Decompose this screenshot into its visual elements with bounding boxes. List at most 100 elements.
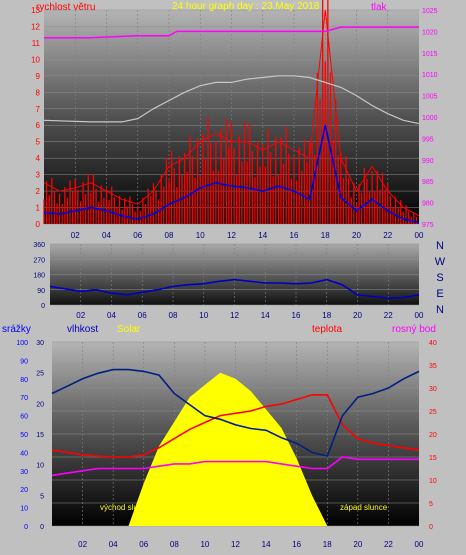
x-tick-label: 14 <box>261 311 270 320</box>
x-tick-label: 18 <box>322 311 331 320</box>
tick-labels: 0 90 180 270 360 02 04 06 08 10 12 14 16 18 20 22 00 <box>33 242 424 320</box>
series-layer <box>49 278 420 300</box>
direction-letters: N W S E N <box>435 240 446 316</box>
wind-direction-panel: 0 90 180 270 360 02 04 06 08 10 12 14 16 18 20 22 00 N W… <box>33 240 445 320</box>
solar-area <box>128 372 328 526</box>
y-left-tick-label: 4 <box>36 154 41 163</box>
y-humidity-tick-label: 20 <box>36 401 44 408</box>
y-right-tick-label: 990 <box>422 158 434 165</box>
y-humidity-tick-label: 10 <box>36 463 44 470</box>
temperature-humidity-panel: 0510152025303540010203040506070809010005… <box>2 324 437 549</box>
y-left-tick-label: 9 <box>36 72 41 81</box>
series-layer <box>51 368 420 526</box>
y-temp-tick-label: 25 <box>429 409 437 416</box>
pressure-line <box>44 26 419 39</box>
tick-labels: 0123456789101112139759809859909951000100… <box>31 6 438 240</box>
y-humidity-tick-label: 5 <box>40 493 44 500</box>
y-right-tick-label: 1000 <box>422 115 438 122</box>
y-left-tick-label: 5 <box>36 138 41 147</box>
x-tick-label: 12 <box>230 311 239 320</box>
y-tick-label: 270 <box>33 257 45 264</box>
series-layer <box>43 0 420 224</box>
sunrise-label: východ slunce <box>100 503 151 512</box>
x-tick-label: 16 <box>292 540 301 549</box>
wind-gust-line <box>43 9 420 217</box>
x-tick-label: 22 <box>383 231 392 240</box>
y-humidity-tick-label: 0 <box>40 524 44 531</box>
dir-letter-s: S <box>436 272 443 284</box>
y-right-tick-label: 1005 <box>422 94 438 101</box>
x-tick-label: 18 <box>323 540 332 549</box>
y-precip-tick-label: 10 <box>20 506 28 513</box>
y-right-tick-label: 1010 <box>422 72 438 79</box>
precip-label: srážky <box>2 324 31 335</box>
y-left-tick-label: 13 <box>31 6 40 15</box>
pressure-label: tlak <box>371 2 388 13</box>
x-tick-label: 08 <box>169 311 178 320</box>
y-right-tick-label: 980 <box>422 201 434 208</box>
sunset-label: západ slunce <box>340 503 388 512</box>
x-tick-label: 00 <box>415 540 424 549</box>
wind-speed-label: rychlost větru <box>36 2 95 13</box>
y-left-tick-label: 3 <box>36 171 41 180</box>
dir-letter-e: E <box>436 288 443 300</box>
y-precip-tick-label: 80 <box>20 377 28 384</box>
y-temp-tick-label: 5 <box>429 501 433 508</box>
x-tick-label: 04 <box>109 540 118 549</box>
y-temp-tick-label: 30 <box>429 386 437 393</box>
x-tick-label: 16 <box>292 311 301 320</box>
y-right-tick-label: 1020 <box>422 29 438 36</box>
y-humidity-tick-label: 30 <box>36 340 44 347</box>
x-tick-label: 10 <box>196 231 205 240</box>
y-tick-label: 90 <box>37 288 45 295</box>
x-tick-label: 06 <box>138 311 147 320</box>
humidity-line <box>51 368 420 458</box>
y-left-tick-label: 7 <box>36 105 41 114</box>
x-tick-label: 00 <box>415 311 424 320</box>
y-temp-tick-label: 40 <box>429 340 437 347</box>
y-precip-tick-label: 70 <box>20 395 28 402</box>
x-tick-label: 14 <box>258 231 267 240</box>
dir-letter-n2: N <box>436 304 444 316</box>
x-tick-label: 12 <box>227 231 236 240</box>
wind-pressure-panel: 0123456789101112139759809859909951000100… <box>31 0 438 240</box>
y-precip-tick-label: 90 <box>20 358 28 365</box>
temperature-line-top <box>43 75 420 125</box>
solar-label: Solar <box>117 324 141 335</box>
x-tick-label: 02 <box>78 540 87 549</box>
wind-avg-line <box>43 125 420 224</box>
y-temp-tick-label: 0 <box>429 524 433 531</box>
y-precip-tick-label: 60 <box>20 414 28 421</box>
x-tick-label: 00 <box>415 231 424 240</box>
x-tick-label: 08 <box>170 540 179 549</box>
x-tick-label: 18 <box>321 231 330 240</box>
x-tick-label: 02 <box>71 231 80 240</box>
x-tick-label: 12 <box>231 540 240 549</box>
dir-letter-n: N <box>436 240 444 252</box>
y-left-tick-label: 12 <box>31 22 40 31</box>
x-tick-label: 22 <box>384 311 393 320</box>
y-left-tick-label: 11 <box>32 39 41 48</box>
y-temp-tick-label: 10 <box>429 478 437 485</box>
dewpoint-label: rosný bod <box>392 324 436 335</box>
humidity-label: vlhkost <box>67 324 98 335</box>
temperature-label: teplota <box>312 324 342 335</box>
x-tick-label: 20 <box>353 540 362 549</box>
x-tick-label: 10 <box>199 311 208 320</box>
y-tick-label: 0 <box>41 303 45 310</box>
y-humidity-tick-label: 25 <box>36 371 44 378</box>
y-right-tick-label: 995 <box>422 136 434 143</box>
y-left-tick-label: 1 <box>36 204 41 213</box>
x-tick-label: 06 <box>139 540 148 549</box>
y-right-tick-label: 975 <box>422 222 434 229</box>
y-precip-tick-label: 50 <box>20 432 28 439</box>
y-left-tick-label: 2 <box>36 187 41 196</box>
y-temp-tick-label: 15 <box>429 455 437 462</box>
x-tick-label: 04 <box>107 311 116 320</box>
chart-title: 24 hour graph day : 23.May 2018 <box>172 1 320 12</box>
y-precip-tick-label: 0 <box>24 524 28 531</box>
dewpoint-line <box>51 456 419 477</box>
y-precip-tick-label: 40 <box>20 450 28 457</box>
y-left-tick-label: 0 <box>36 220 41 229</box>
